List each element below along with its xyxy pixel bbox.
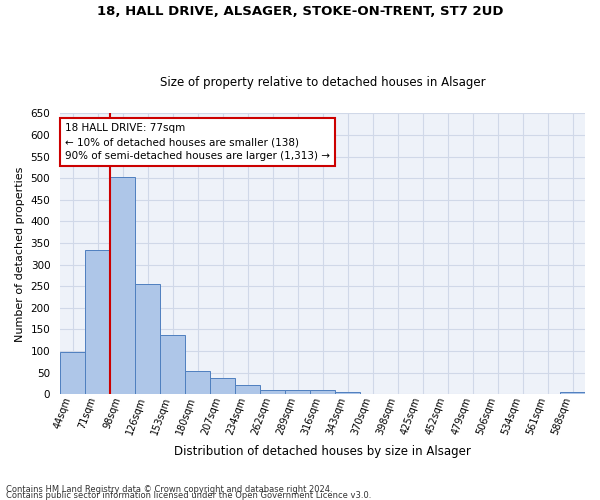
- Text: Contains HM Land Registry data © Crown copyright and database right 2024.: Contains HM Land Registry data © Crown c…: [6, 485, 332, 494]
- Bar: [160, 334, 185, 394]
- Text: 18, HALL DRIVE, ALSAGER, STOKE-ON-TRENT, ST7 2UD: 18, HALL DRIVE, ALSAGER, STOKE-ON-TRENT,…: [97, 5, 503, 18]
- Bar: [260, 390, 285, 394]
- Bar: [185, 372, 210, 394]
- Text: 18 HALL DRIVE: 77sqm
← 10% of detached houses are smaller (138)
90% of semi-deta: 18 HALL DRIVE: 77sqm ← 10% of detached h…: [65, 123, 330, 161]
- Bar: [135, 284, 160, 395]
- Bar: [60, 352, 85, 395]
- X-axis label: Distribution of detached houses by size in Alsager: Distribution of detached houses by size …: [174, 444, 471, 458]
- Bar: [85, 250, 110, 394]
- Bar: [310, 390, 335, 394]
- Bar: [110, 177, 135, 394]
- Bar: [285, 390, 310, 394]
- Title: Size of property relative to detached houses in Alsager: Size of property relative to detached ho…: [160, 76, 485, 88]
- Text: Contains public sector information licensed under the Open Government Licence v3: Contains public sector information licen…: [6, 490, 371, 500]
- Bar: [335, 392, 360, 394]
- Bar: [210, 378, 235, 394]
- Bar: [235, 386, 260, 394]
- Y-axis label: Number of detached properties: Number of detached properties: [15, 166, 25, 342]
- Bar: [560, 392, 585, 394]
